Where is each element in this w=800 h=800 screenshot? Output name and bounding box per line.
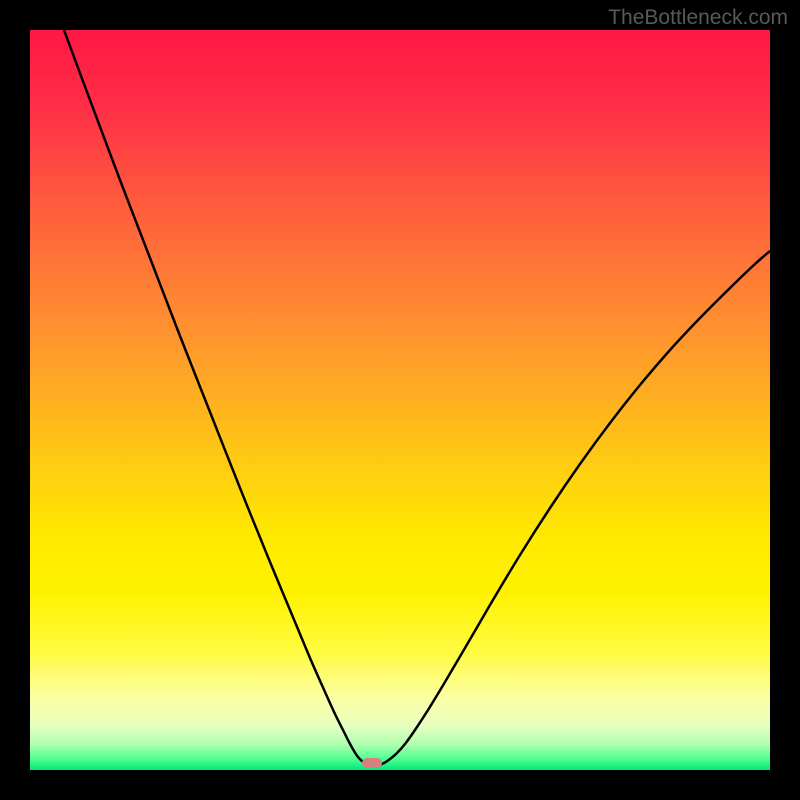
chart-plot-area xyxy=(30,30,770,770)
chart-curve xyxy=(30,30,770,770)
chart-minimum-marker xyxy=(362,758,382,768)
watermark-text: TheBottleneck.com xyxy=(608,6,788,30)
